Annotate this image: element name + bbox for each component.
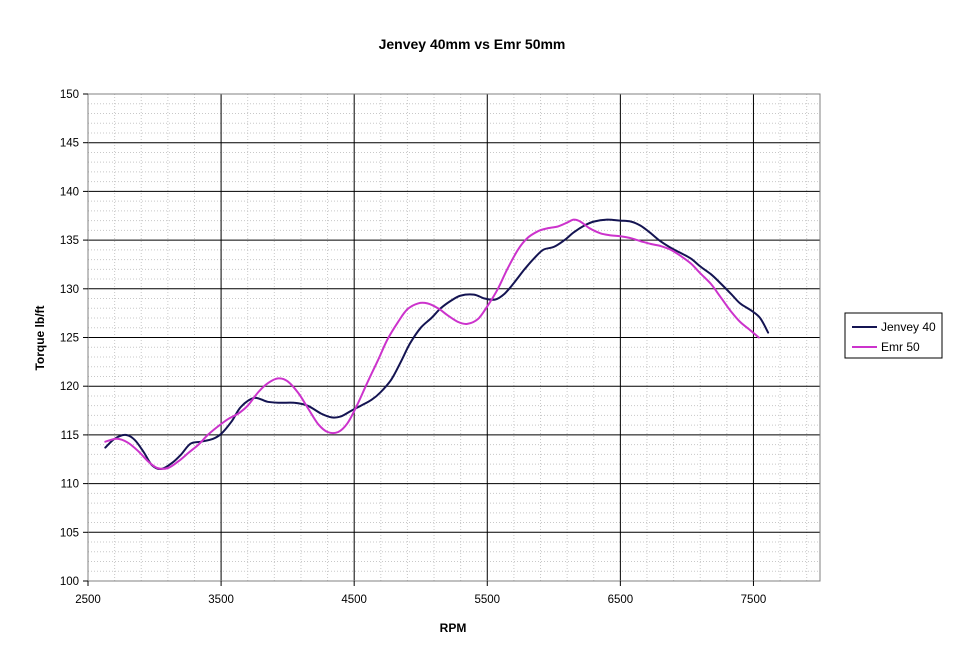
x-tick-label: 2500 xyxy=(75,594,101,606)
legend-label-jenvey-40: Jenvey 40 xyxy=(881,320,936,334)
series-lines xyxy=(104,218,770,471)
legend-label-emr-50: Emr 50 xyxy=(881,340,920,354)
chart-title: Jenvey 40mm vs Emr 50mm xyxy=(379,36,566,52)
x-tick-label: 7500 xyxy=(741,594,767,606)
y-tick-label: 140 xyxy=(60,186,79,198)
y-axis-tick-labels: 100 105 110 115 120 125 130 135 140 145 150 xyxy=(60,89,88,588)
x-tick-label: 4500 xyxy=(341,594,367,606)
y-tick-label: 135 xyxy=(60,235,79,247)
y-tick-label: 105 xyxy=(60,527,79,539)
x-tick-label: 5500 xyxy=(474,594,500,606)
y-tick-label: 130 xyxy=(60,284,79,296)
y-tick-label: 110 xyxy=(61,479,79,491)
y-tick-label: 115 xyxy=(61,430,79,442)
y-tick-label: 150 xyxy=(60,89,79,101)
y-axis-label: Torque lb/ft xyxy=(33,305,47,370)
x-axis-tick-labels: 2500 3500 4500 5500 6500 7500 xyxy=(75,581,766,606)
x-tick-label: 3500 xyxy=(208,594,234,606)
legend: Jenvey 40 Emr 50 xyxy=(844,312,943,359)
y-tick-label: 125 xyxy=(60,333,79,345)
series-line-jenvey-40 xyxy=(104,218,770,471)
series-line-emr-50 xyxy=(104,218,760,470)
major-gridlines xyxy=(87,93,820,582)
y-tick-label: 120 xyxy=(60,381,79,393)
x-tick-label: 6500 xyxy=(608,594,634,606)
x-axis-label: RPM xyxy=(440,621,467,635)
y-tick-label: 100 xyxy=(60,576,79,588)
legend-box xyxy=(844,312,943,359)
y-tick-label: 145 xyxy=(60,138,79,150)
